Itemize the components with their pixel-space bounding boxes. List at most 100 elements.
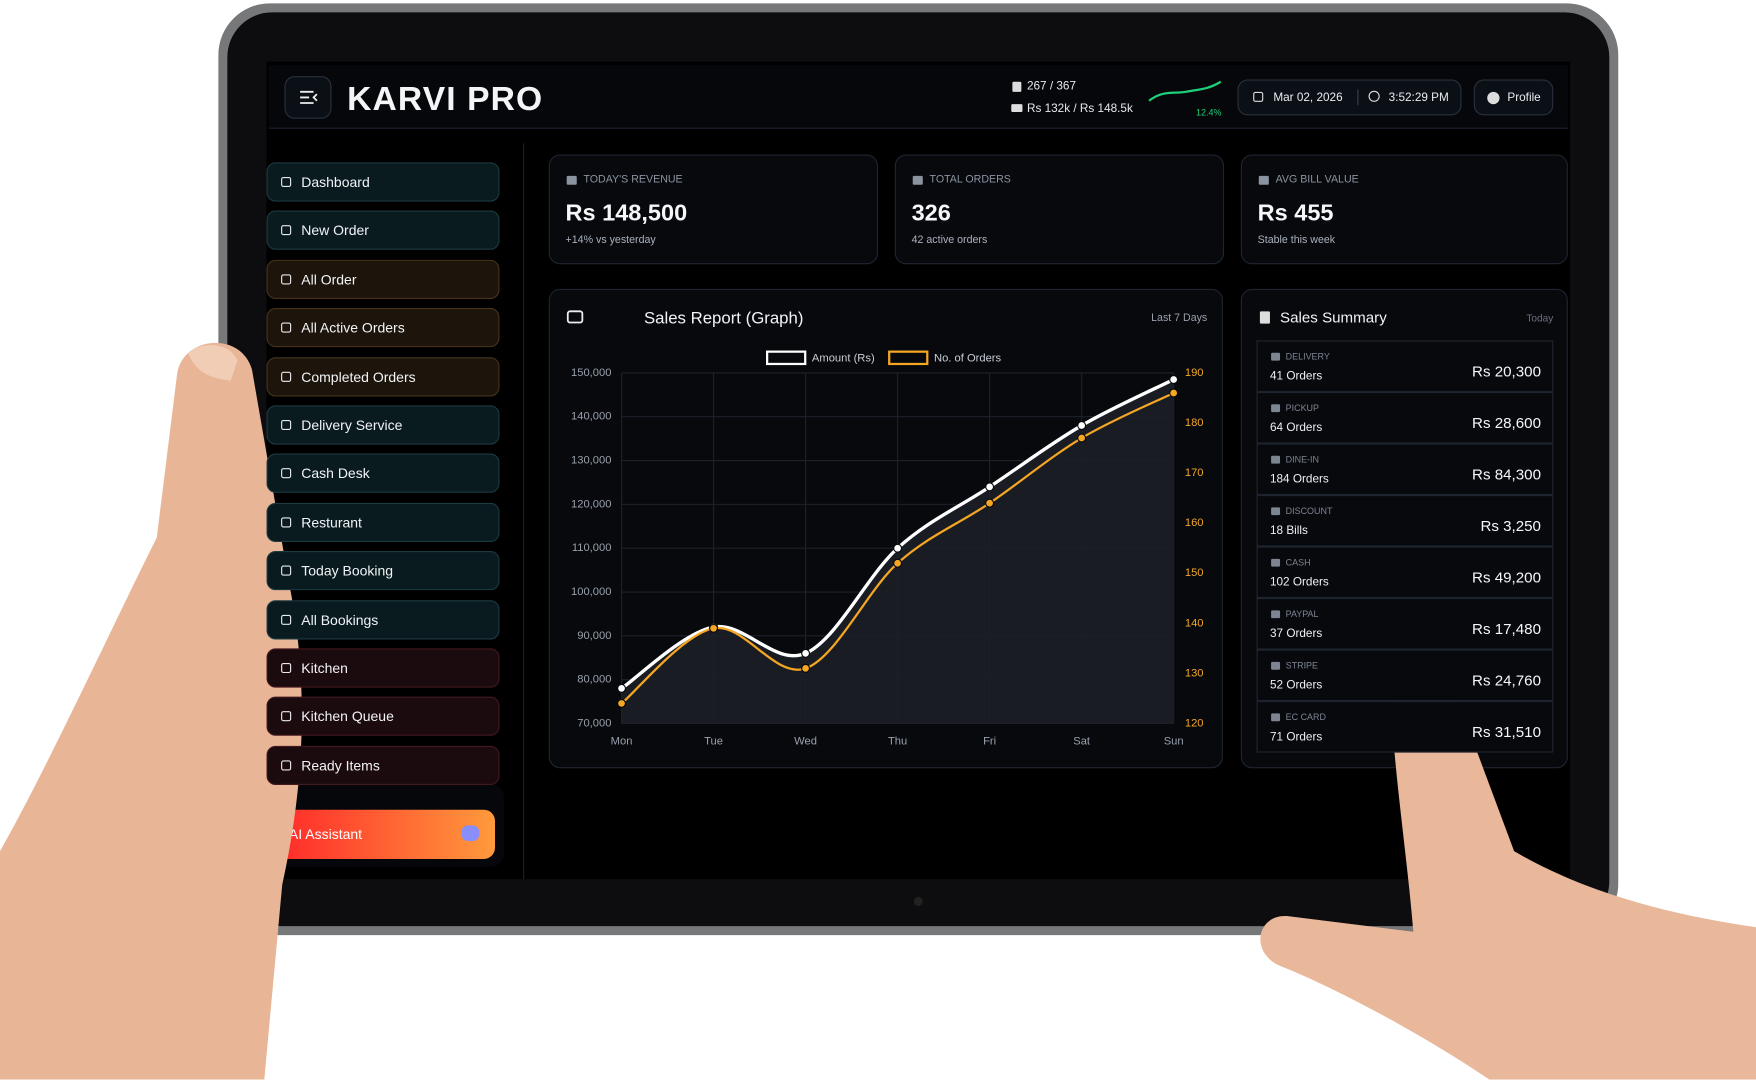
row-icon xyxy=(1271,661,1281,670)
point xyxy=(1169,388,1179,398)
sidebar-item[interactable]: Delivery Service xyxy=(266,405,500,445)
sidebar-icon xyxy=(281,614,292,625)
summary-row: DISCOUNT 18 Bills Rs 3,250 xyxy=(1256,494,1554,547)
profile-button[interactable]: Profile xyxy=(1473,79,1554,116)
row-label: PICKUP xyxy=(1285,403,1320,414)
point xyxy=(801,648,811,658)
kpi-note: 42 active orders xyxy=(911,234,988,247)
sidebar-item[interactable]: New Order xyxy=(266,210,500,251)
sidebar-label: Ready Items xyxy=(301,757,380,774)
y-tick-label: 130,000 xyxy=(571,455,611,467)
kpi-card: TOTAL ORDERS 326 42 active orders xyxy=(894,154,1225,265)
summary-title: Sales Summary xyxy=(1280,309,1387,326)
point xyxy=(985,498,995,508)
x-tick-label: Tue xyxy=(704,735,723,747)
sidebar-item[interactable]: Dashboard xyxy=(266,162,500,202)
sidebar-border xyxy=(522,143,525,880)
summary-period: Today xyxy=(1526,312,1554,324)
summary-icon xyxy=(1259,311,1270,324)
row-amount: Rs 3,250 xyxy=(1480,517,1541,535)
calendar-icon xyxy=(1253,91,1264,102)
sidebar-icon xyxy=(281,274,292,285)
brand: KARVI PRO xyxy=(347,80,544,118)
date: Mar 02, 2026 xyxy=(1273,90,1343,105)
sidebar-item[interactable]: Today Booking xyxy=(266,551,500,591)
point xyxy=(709,623,719,633)
row-label: PAYPAL xyxy=(1285,609,1319,620)
kpi-value: Rs 148,500 xyxy=(565,200,688,227)
row-count: 184 Orders xyxy=(1269,472,1329,487)
profile-icon xyxy=(1487,91,1500,105)
sidebar-icon xyxy=(281,225,292,236)
kpi-label: AVG BILL VALUE xyxy=(1275,173,1359,186)
row-icon xyxy=(1271,713,1281,722)
sidebar-icon xyxy=(281,517,292,528)
kpi-label: TOTAL ORDERS xyxy=(929,173,1011,186)
y-tick-label: 100,000 xyxy=(571,586,611,598)
row-amount: Rs 28,600 xyxy=(1472,414,1541,432)
y2-tick-label: 140 xyxy=(1185,617,1204,629)
sidebar-item[interactable]: Kitchen xyxy=(266,648,500,688)
sidebar-item[interactable]: Ready Items xyxy=(266,745,500,785)
y-tick-label: 80,000 xyxy=(577,674,611,686)
row-count: 41 Orders xyxy=(1269,369,1323,384)
row-label: CASH xyxy=(1285,557,1311,568)
sidebar-item[interactable]: Kitchen Queue xyxy=(266,697,500,737)
y2-tick-label: 130 xyxy=(1185,667,1204,679)
assistant-button[interactable]: AI Assistant xyxy=(277,809,495,859)
sidebar-icon xyxy=(281,371,292,382)
sidebar-item[interactable]: Completed Orders xyxy=(266,356,500,396)
sidebar-label: Resturant xyxy=(301,514,362,531)
y2-tick-label: 120 xyxy=(1185,717,1204,729)
y2-tick-label: 190 xyxy=(1185,367,1204,379)
clock-icon xyxy=(1368,90,1380,102)
row-count: 18 Bills xyxy=(1269,524,1308,538)
point xyxy=(1077,433,1087,443)
summary-row: DINE-IN 184 Orders Rs 84,300 xyxy=(1256,443,1554,495)
row-label: DELIVERY xyxy=(1285,351,1330,362)
sidebar-label: Kitchen xyxy=(301,660,348,677)
row-count: 71 Orders xyxy=(1269,730,1323,744)
sidebar-item[interactable]: Cash Desk xyxy=(266,453,500,494)
y-tick-label: 90,000 xyxy=(577,630,611,642)
row-amount: Rs 49,200 xyxy=(1472,568,1541,586)
row-amount: Rs 20,300 xyxy=(1472,362,1541,380)
sidebar-icon xyxy=(281,662,292,674)
y2-tick-label: 150 xyxy=(1185,567,1204,579)
row-icon xyxy=(1271,507,1281,516)
sidebar-item[interactable]: All Active Orders xyxy=(266,308,500,348)
point xyxy=(985,482,995,492)
kpi-card: AVG BILL VALUE Rs 455 Stable this week xyxy=(1240,154,1568,265)
x-tick-label: Sun xyxy=(1164,735,1184,747)
revenue-icon xyxy=(1011,104,1023,112)
kpi-card: TODAY'S REVENUE Rs 148,500 +14% vs yesterd… xyxy=(548,154,879,265)
sidebar-item[interactable]: All Order xyxy=(266,259,500,299)
sidebar-icon xyxy=(281,565,292,576)
chart-icon xyxy=(566,310,584,324)
kpi-note: Stable this week xyxy=(1257,234,1336,247)
orders-icon xyxy=(1012,81,1022,92)
sidebar-item[interactable]: Resturant xyxy=(266,502,500,542)
summary-row: PICKUP 64 Orders Rs 28,600 xyxy=(1256,391,1554,444)
point xyxy=(893,543,903,553)
row-label: DISCOUNT xyxy=(1285,506,1333,517)
bot-icon xyxy=(461,825,480,842)
kpi-note: +14% vs yesterday xyxy=(565,234,656,247)
x-tick-label: Sat xyxy=(1073,735,1091,747)
revenue-stat: Rs 132k / Rs 148.5k xyxy=(1026,101,1133,116)
sidebar-icon xyxy=(281,322,292,333)
legend-swatch xyxy=(766,350,807,366)
menu-button[interactable] xyxy=(284,76,332,119)
row-label: EC CARD xyxy=(1285,712,1326,723)
x-tick-label: Mon xyxy=(611,735,633,747)
y-tick-label: 150,000 xyxy=(571,367,611,379)
kpi-icon xyxy=(566,175,577,185)
point xyxy=(1169,375,1179,384)
point xyxy=(617,698,627,708)
assistant-label: AI Assistant xyxy=(288,826,363,843)
sidebar-item[interactable]: All Bookings xyxy=(266,599,500,640)
x-tick-label: Fri xyxy=(983,735,996,747)
y-tick-label: 140,000 xyxy=(571,411,611,423)
sidebar-label: Delivery Service xyxy=(301,417,403,434)
